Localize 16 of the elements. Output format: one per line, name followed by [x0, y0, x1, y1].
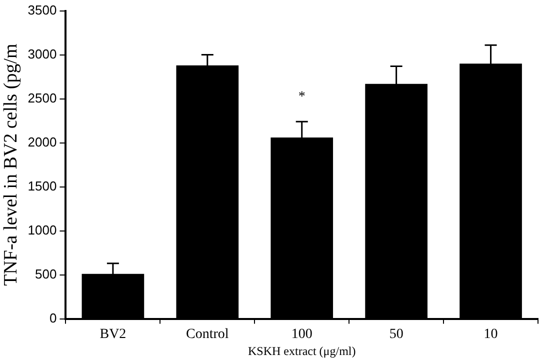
y-axis-title: TNF-a level in BV2 cells (pg/m	[0, 43, 22, 286]
x-tick-label: Control	[186, 326, 229, 342]
annotation: *	[298, 90, 306, 105]
y-tick-label: 0	[49, 310, 57, 326]
x-tick-label: 100	[291, 326, 312, 342]
x-tick-label: BV2	[100, 326, 126, 342]
y-tick-label: 500	[35, 266, 57, 282]
y-tick-label: 1000	[28, 222, 57, 238]
y-tick-label: 2000	[28, 134, 57, 150]
x-tick-label: 50	[389, 326, 404, 342]
y-tick-label: 2500	[28, 90, 57, 106]
y-tick-label: 1500	[28, 178, 57, 194]
y-tick-label: 3000	[28, 46, 57, 62]
x-tick-label: 10	[484, 326, 498, 342]
x-axis-title: KSKH extract (μg/ml)	[248, 344, 356, 358]
y-tick-label: 3500	[28, 2, 57, 18]
